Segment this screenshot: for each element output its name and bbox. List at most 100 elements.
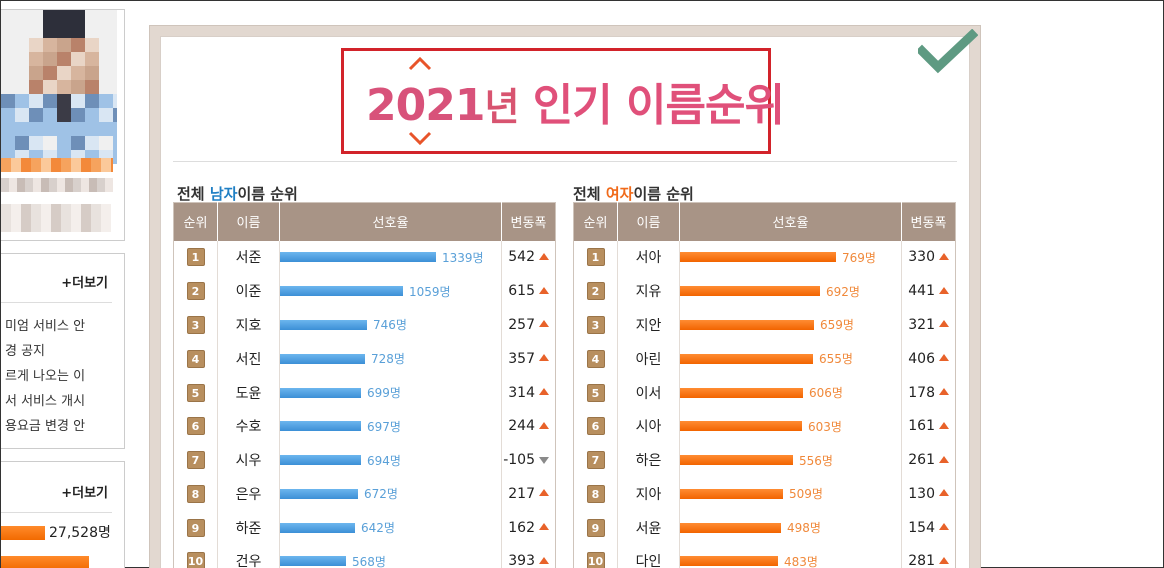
change-value: 257 bbox=[508, 316, 535, 333]
table-row: 7 시우 694명 -105 bbox=[173, 443, 556, 478]
arrow-up-icon bbox=[939, 354, 949, 362]
preference-bar bbox=[280, 556, 346, 567]
avatar-pixel bbox=[43, 80, 57, 94]
title-year: 2021 bbox=[366, 80, 485, 131]
preference-count: 655명 bbox=[819, 352, 853, 367]
rank-badge: 8 bbox=[586, 484, 605, 503]
avatar-pixel bbox=[71, 108, 85, 122]
avatar-pixel bbox=[29, 24, 43, 38]
change-value: 321 bbox=[908, 316, 935, 333]
male-table-body: 1 서준 1339명 542 2 이준 1059명 615 3 지호 746명 257 4 서진 728명 3… bbox=[173, 240, 556, 568]
arrow-up-icon bbox=[939, 252, 949, 260]
rank-badge: 5 bbox=[186, 383, 205, 402]
rank-cell: 10 bbox=[573, 544, 618, 568]
table-row: 5 도윤 699명 314 bbox=[173, 375, 556, 410]
preference-cell: 606명 bbox=[679, 375, 902, 410]
notice-item[interactable]: 경 공지 bbox=[5, 344, 46, 359]
avatar-pixel bbox=[1, 38, 15, 52]
name-cell: 아린 bbox=[617, 341, 680, 376]
avatar-pixel bbox=[99, 136, 113, 150]
rank-cell: 6 bbox=[173, 409, 218, 444]
change-value: 393 bbox=[508, 553, 535, 568]
avatar-pixel bbox=[85, 94, 99, 108]
change-value: 281 bbox=[908, 553, 935, 568]
notice-item[interactable]: 서 서비스 개시 bbox=[5, 394, 86, 409]
avatar-pixel bbox=[113, 136, 117, 150]
avatar-pixel bbox=[29, 52, 43, 66]
table-row: 2 지유 692명 441 bbox=[573, 274, 956, 309]
notice-more-link[interactable]: +더보기 bbox=[61, 276, 108, 291]
preference-bar bbox=[280, 286, 403, 297]
col-rank: 순위 bbox=[573, 202, 618, 241]
avatar-pixel bbox=[15, 94, 29, 108]
arrow-up-icon bbox=[539, 421, 549, 429]
change-cell: 154 bbox=[902, 511, 956, 545]
avatar-pixel bbox=[71, 136, 85, 150]
profile-name bbox=[1, 204, 111, 232]
table-row: 5 이서 606명 178 bbox=[573, 375, 956, 410]
table-row: 2 이준 1059명 615 bbox=[173, 274, 556, 309]
stat-bar bbox=[1, 556, 89, 568]
profile-box bbox=[1, 9, 125, 241]
preference-count: 498명 bbox=[787, 521, 821, 536]
change-cell: 130 bbox=[902, 477, 956, 511]
change-value: 178 bbox=[908, 384, 935, 401]
preference-cell: 699명 bbox=[279, 375, 502, 410]
change-value: 130 bbox=[908, 485, 935, 502]
change-cell: 257 bbox=[502, 308, 556, 342]
table-row: 10 다인 483명 281 bbox=[573, 544, 956, 568]
avatar-pixel bbox=[99, 52, 113, 66]
name-cell: 이서 bbox=[617, 375, 680, 410]
rank-badge: 8 bbox=[186, 484, 205, 503]
arrow-up-icon bbox=[539, 388, 549, 396]
change-value: 314 bbox=[508, 384, 535, 401]
preference-count: 694명 bbox=[367, 453, 401, 468]
avatar-pixel bbox=[113, 108, 117, 122]
notice-item[interactable]: 미엄 서비스 안 bbox=[5, 319, 86, 334]
preference-cell: 659명 bbox=[679, 308, 902, 342]
name-cell: 이준 bbox=[217, 274, 280, 309]
table-row: 3 지호 746명 257 bbox=[173, 308, 556, 342]
preference-bar bbox=[280, 522, 355, 533]
preference-bar bbox=[280, 488, 358, 499]
preference-count: 556명 bbox=[799, 453, 833, 468]
rank-cell: 7 bbox=[573, 443, 618, 478]
arrow-up-icon bbox=[539, 286, 549, 294]
notice-item[interactable]: 용요금 변경 안 bbox=[5, 419, 86, 434]
profile-text bbox=[1, 178, 113, 192]
stat-more-link[interactable]: +더보기 bbox=[61, 486, 108, 501]
avatar[interactable] bbox=[1, 10, 117, 170]
notice-item[interactable]: 르게 나오는 이 bbox=[5, 369, 86, 384]
avatar-pixel bbox=[85, 52, 99, 66]
col-change: 변동폭 bbox=[901, 202, 956, 241]
preference-count: 606명 bbox=[809, 386, 843, 401]
preference-count: 603명 bbox=[808, 419, 842, 434]
rank-badge: 7 bbox=[586, 451, 605, 470]
profile-banner bbox=[1, 158, 113, 172]
preference-count: 642명 bbox=[361, 521, 395, 536]
change-cell: 217 bbox=[502, 477, 556, 511]
preference-bar bbox=[280, 421, 361, 432]
arrow-up-icon bbox=[939, 421, 949, 429]
arrow-up-icon bbox=[939, 286, 949, 294]
checkmark-icon bbox=[918, 29, 978, 74]
col-name: 이름 bbox=[617, 202, 680, 241]
rank-cell: 2 bbox=[173, 274, 218, 309]
avatar-pixel bbox=[15, 66, 29, 80]
rank-cell: 7 bbox=[173, 443, 218, 478]
preference-bar bbox=[280, 319, 367, 330]
preference-bar bbox=[680, 455, 793, 466]
preference-bar bbox=[680, 488, 783, 499]
avatar-pixel bbox=[85, 38, 99, 52]
name-cell: 서아 bbox=[617, 240, 680, 275]
preference-cell: 498명 bbox=[679, 510, 902, 545]
preference-bar bbox=[680, 522, 781, 533]
avatar-pixel bbox=[57, 66, 71, 80]
rank-badge: 6 bbox=[186, 417, 205, 436]
name-cell: 도윤 bbox=[217, 375, 280, 410]
preference-count: 672명 bbox=[364, 487, 398, 502]
female-table-body: 1 서아 769명 330 2 지유 692명 441 3 지안 659명 321 4 아린 655명 406… bbox=[573, 240, 956, 568]
table-row: 3 지안 659명 321 bbox=[573, 308, 956, 342]
avatar-pixel bbox=[71, 80, 85, 94]
